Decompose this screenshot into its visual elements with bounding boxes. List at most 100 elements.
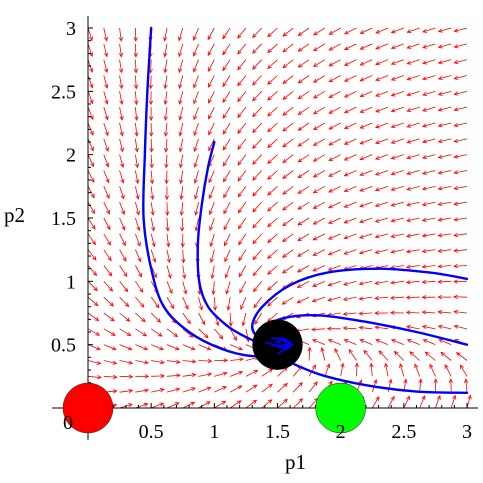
field-arrow-head [459, 364, 464, 370]
field-arrow-head [112, 360, 118, 365]
field-arrow [422, 170, 436, 174]
field-arrow-head [311, 339, 317, 343]
field-arrow-head [237, 224, 243, 230]
field-arrow-head [223, 358, 229, 363]
field-arrow [329, 90, 341, 98]
field-arrow-head [421, 170, 427, 175]
field-arrow [119, 186, 125, 199]
field-arrow [378, 350, 389, 361]
field-arrow [321, 347, 326, 361]
field-arrow [164, 91, 168, 105]
field-arrow [87, 328, 100, 336]
field-arrow [391, 249, 404, 253]
field-arrow [460, 364, 468, 377]
field-arrow-head [104, 99, 109, 105]
field-arrow [298, 91, 310, 99]
field-arrow [254, 312, 263, 325]
field-arrow [103, 59, 108, 73]
field-arrow [87, 138, 94, 151]
field-arrow-head [399, 362, 404, 368]
field-arrow [245, 399, 257, 409]
field-arrow-head [208, 210, 213, 216]
field-arrow-head [409, 351, 414, 356]
field-arrow-head [151, 242, 156, 248]
field-arrow [164, 59, 168, 73]
field-arrow [391, 122, 404, 128]
field-arrow-head [437, 28, 443, 33]
field-arrow [253, 265, 263, 276]
field-arrow-head [374, 203, 380, 208]
field-arrow-head [403, 378, 408, 384]
field-arrow [207, 43, 215, 56]
field-arrow-head [239, 357, 244, 362]
field-arrow-head [96, 360, 102, 365]
field-arrow-head [312, 283, 317, 287]
field-arrow-head [178, 163, 184, 169]
field-arrow [344, 249, 357, 255]
field-arrow-head [193, 147, 198, 153]
field-arrow [119, 122, 123, 136]
field-arrow-head [252, 255, 258, 261]
vector-field [87, 27, 472, 409]
field-arrow-head [297, 142, 303, 147]
field-arrow-head [359, 172, 365, 176]
field-arrow [406, 233, 420, 237]
field-arrow-head [166, 258, 171, 264]
field-arrow [119, 91, 123, 105]
field-arrow [344, 90, 357, 98]
field-arrow [237, 186, 247, 198]
field-arrow [103, 360, 117, 364]
field-arrow-head [328, 380, 333, 386]
field-arrow-head [281, 269, 287, 274]
field-arrow [119, 328, 131, 336]
field-arrow [222, 122, 231, 135]
field-arrow [360, 138, 373, 145]
field-arrow-head [163, 52, 168, 58]
field-arrow [282, 91, 294, 100]
field-arrow [166, 328, 178, 337]
field-arrow-head [121, 210, 125, 216]
field-arrow [438, 265, 452, 268]
field-arrow [225, 265, 231, 278]
field-arrow [406, 326, 420, 330]
field-arrow-head [406, 218, 411, 223]
field-arrow-head [267, 399, 273, 404]
field-arrow [438, 106, 452, 111]
field-arrow [422, 59, 436, 64]
field-arrow-head [178, 84, 183, 89]
field-arrow-head [240, 305, 245, 310]
field-arrow [166, 217, 169, 231]
field-arrow [391, 233, 404, 238]
field-arrow-head [207, 372, 213, 377]
field-arrow-head [406, 395, 410, 401]
field-arrow-head [112, 389, 118, 394]
field-arrow [454, 43, 468, 48]
field-arrow [240, 297, 247, 310]
field-arrow [150, 328, 163, 337]
field-arrow-head [110, 317, 115, 322]
field-arrow-head [311, 298, 317, 303]
field-arrow [150, 170, 153, 184]
field-arrow-head [237, 113, 242, 119]
field-arrow [211, 265, 215, 279]
field-arrow [103, 170, 110, 183]
field-arrow [229, 371, 243, 377]
field-arrow [298, 106, 310, 115]
field-arrow [414, 364, 420, 377]
field-arrow [454, 185, 468, 190]
field-arrow [222, 75, 231, 87]
field-arrow [193, 27, 199, 41]
field-arrow [135, 296, 145, 308]
field-arrow-head [118, 36, 123, 42]
field-arrow-head [297, 173, 303, 179]
field-arrow [164, 27, 168, 41]
field-arrow-head [453, 59, 459, 65]
field-arrow [344, 217, 357, 224]
field-arrow-head [177, 36, 183, 42]
field-arrow [360, 59, 373, 66]
field-arrow [165, 107, 168, 121]
field-arrow [267, 186, 278, 196]
field-arrow [406, 249, 420, 253]
field-arrow [223, 217, 231, 230]
field-arrow-head [96, 346, 101, 351]
